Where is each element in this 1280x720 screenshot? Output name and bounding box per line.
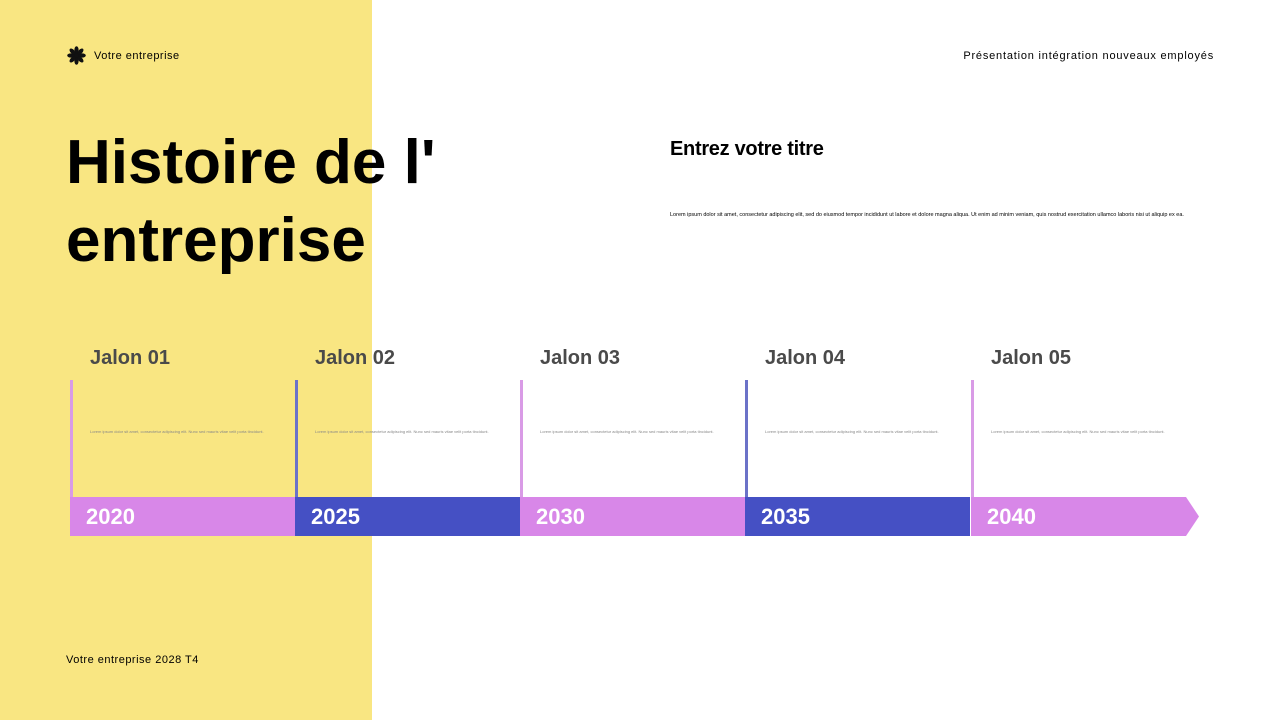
milestone: Jalon 05 Lorem ipsum dolor sit amet, cons…: [971, 345, 1199, 536]
section-body: Lorem ipsum dolor sit amet, consectetur …: [670, 212, 1184, 218]
milestone-label: Jalon 05: [991, 347, 1072, 369]
milestone-text: Lorem ipsum dolor sit amet, consectetur …: [540, 429, 714, 434]
yellow-panel: [0, 0, 372, 720]
company-name: Votre entreprise: [94, 49, 180, 62]
milestone-label: Jalon 01: [90, 347, 171, 369]
milestone-text: Lorem ipsum dolor sit amet, consectetur …: [765, 429, 939, 434]
milestone-year: 2020: [70, 497, 295, 536]
milestone: Jalon 04 Lorem ipsum dolor sit amet, cons…: [745, 345, 970, 536]
milestone-line: [295, 380, 298, 500]
page-title: Histoire de l' entreprise: [66, 128, 436, 275]
milestone-text: Lorem ipsum dolor sit amet, consectetur …: [90, 429, 264, 434]
milestone-line: [70, 380, 73, 500]
milestone-year: 2030: [520, 497, 745, 536]
milestone: Jalon 02 Lorem ipsum dolor sit amet, cons…: [295, 345, 520, 536]
milestone-label: Jalon 04: [765, 347, 846, 369]
milestone-label: Jalon 03: [540, 347, 621, 369]
milestone: Jalon 01 Lorem ipsum dolor sit amet, cons…: [70, 345, 295, 536]
milestone-line: [745, 380, 748, 500]
milestone-text: Lorem ipsum dolor sit amet, consectetur …: [991, 429, 1165, 434]
milestone-year: 2025: [295, 497, 520, 536]
presentation-title: Présentation intégration nouveaux employ…: [963, 50, 1214, 62]
footer-text: Votre entreprise 2028 T4: [66, 654, 199, 666]
section-heading: Entrez votre titre: [670, 138, 824, 160]
milestone: Jalon 03 Lorem ipsum dolor sit amet, cons…: [520, 345, 745, 536]
milestone-text: Lorem ipsum dolor sit amet, consectetur …: [315, 429, 489, 434]
milestone-year: 2040: [971, 497, 1199, 536]
milestone-line: [971, 380, 974, 500]
flower-icon: [67, 46, 86, 65]
milestone-line: [520, 380, 523, 500]
milestone-year: 2035: [745, 497, 970, 536]
company-logo: Votre entreprise: [67, 46, 180, 65]
milestone-label: Jalon 02: [315, 347, 396, 369]
